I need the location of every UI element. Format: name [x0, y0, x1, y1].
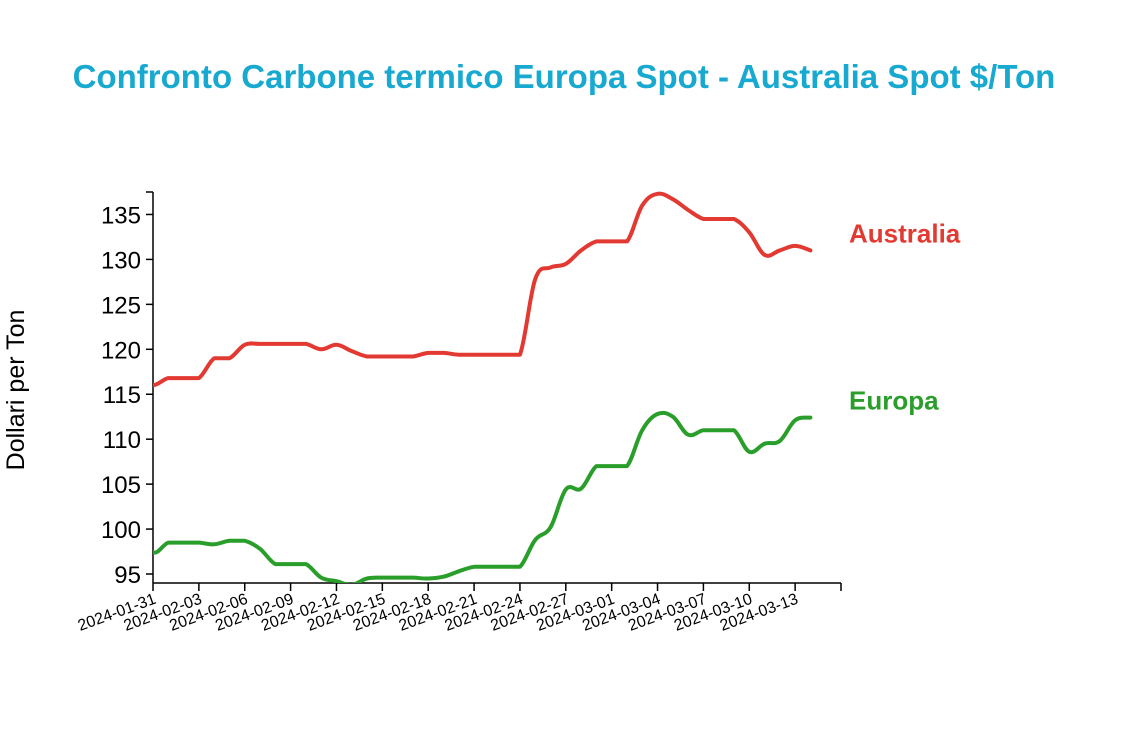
- y-tick-label: 130: [101, 247, 141, 274]
- series-lines: [153, 191, 813, 583]
- y-tick-label: 95: [114, 562, 141, 589]
- series-line-europa: [153, 410, 813, 583]
- axes: 951001051101151201251301352024-01-312024…: [76, 191, 842, 635]
- series-labels: Australia Europa: [849, 218, 961, 415]
- y-tick-label: 120: [101, 337, 141, 364]
- series-label-australia: Australia: [849, 218, 961, 248]
- series-line-australia: [153, 191, 813, 388]
- y-tick-label: 115: [103, 382, 141, 409]
- y-tick-label: 100: [101, 517, 141, 544]
- y-tick-label: 110: [103, 427, 141, 454]
- y-tick-label: 105: [101, 472, 141, 499]
- y-tick-label: 125: [101, 292, 141, 319]
- series-label-europa: Europa: [849, 386, 939, 416]
- y-axis-label: Dollari per Ton: [2, 310, 30, 471]
- chart-title: Confronto Carbone termico Europa Spot - …: [72, 58, 1056, 95]
- y-tick-label: 135: [101, 202, 141, 229]
